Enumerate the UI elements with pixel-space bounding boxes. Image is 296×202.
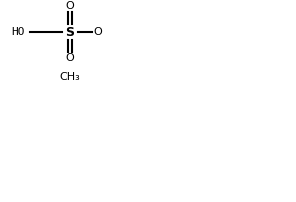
- Text: HO: HO: [11, 27, 25, 37]
- Text: O: O: [94, 27, 102, 37]
- Text: S: S: [65, 26, 75, 39]
- Text: O: O: [66, 53, 74, 63]
- Text: O: O: [66, 1, 74, 11]
- Text: CH₃: CH₃: [59, 72, 81, 82]
